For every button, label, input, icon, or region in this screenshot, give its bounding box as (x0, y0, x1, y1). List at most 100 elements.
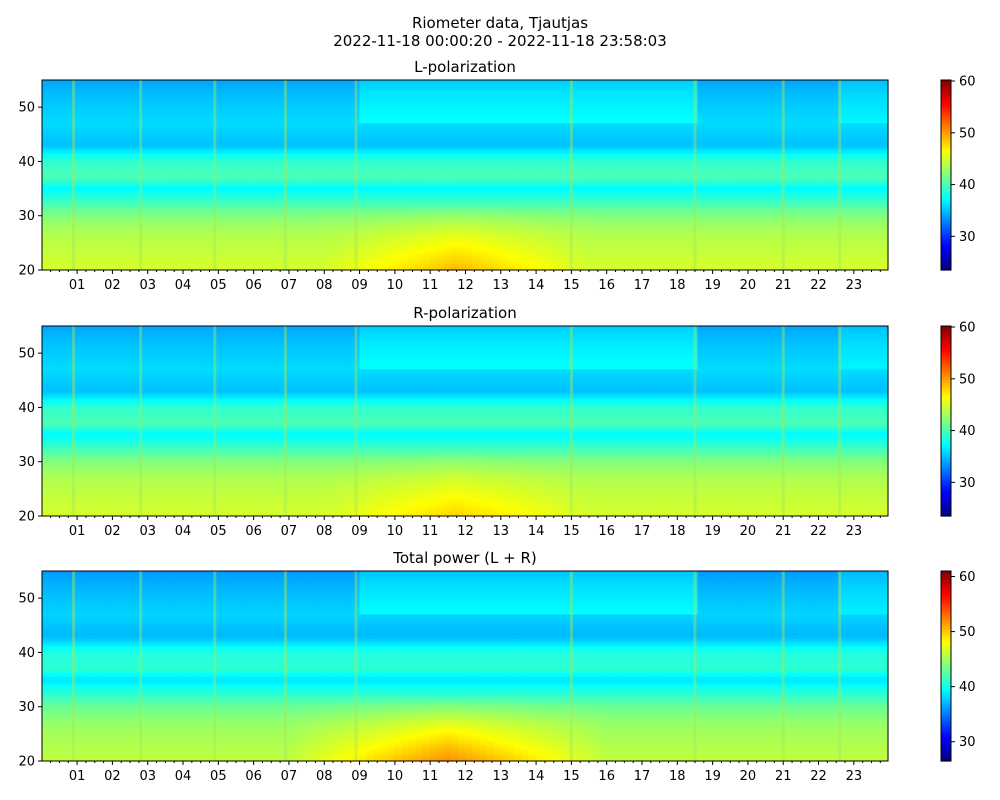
x-tick-label: 11 (422, 769, 439, 784)
x-tick-label: 10 (387, 769, 404, 784)
spike-line (693, 326, 697, 516)
panel-3: Total power (L + R) 01 02 03 04 05 06 07 08 09 10 1… (18, 549, 975, 784)
spike-line (838, 80, 842, 270)
spike-line (139, 326, 143, 516)
x-tick-label: 10 (387, 524, 404, 539)
x-tick-label: 20 (740, 524, 757, 539)
x-tick-label: 15 (563, 769, 580, 784)
x-tick-label: 19 (704, 769, 721, 784)
y-tick-label: 30 (18, 209, 35, 224)
spike-line (569, 571, 573, 761)
y-tick-label: 50 (18, 347, 35, 362)
x-tick-label: 23 (846, 524, 863, 539)
spike-line (354, 80, 358, 270)
x-tick-label: 13 (493, 769, 510, 784)
x-tick-label: 01 (69, 524, 86, 539)
x-tick-label: 08 (316, 769, 333, 784)
x-tick-label: 21 (775, 278, 792, 293)
y-tick-label: 20 (18, 755, 35, 770)
colorbar-tick-label: 30 (959, 230, 976, 245)
y-tick-label: 40 (18, 155, 35, 170)
y-tick-label: 50 (18, 101, 35, 116)
colorbar-tick-label: 40 (959, 424, 976, 439)
x-tick-label: 03 (139, 278, 156, 293)
y-tick-label: 20 (18, 264, 35, 279)
colorbar-tick-label: 40 (959, 178, 976, 193)
colorbar-tick-label: 50 (959, 126, 976, 141)
spike-line (72, 326, 76, 516)
figure-subtitle: 2022-11-18 00:00:20 - 2022-11-18 23:58:0… (333, 32, 667, 50)
spike-line (283, 80, 287, 270)
spike-line (693, 571, 697, 761)
x-tick-label: 08 (316, 524, 333, 539)
spike-line (781, 80, 785, 270)
x-tick-label: 18 (669, 278, 686, 293)
spike-line (213, 80, 217, 270)
colorbar-tick-label: 60 (959, 321, 976, 336)
x-tick-label: 06 (245, 278, 262, 293)
spike-line (569, 326, 573, 516)
x-tick-label: 09 (351, 769, 368, 784)
spike-line (72, 571, 76, 761)
x-tick-label: 08 (316, 278, 333, 293)
x-tick-label: 17 (634, 278, 651, 293)
y-tick-label: 40 (18, 646, 35, 661)
x-tick-label: 10 (387, 278, 404, 293)
x-tick-label: 13 (493, 278, 510, 293)
x-tick-label: 17 (634, 769, 651, 784)
x-tick-label: 14 (528, 769, 545, 784)
x-tick-label: 23 (846, 278, 863, 293)
x-tick-label: 15 (563, 278, 580, 293)
x-tick-label: 04 (175, 278, 192, 293)
x-tick-label: 20 (740, 278, 757, 293)
x-tick-label: 07 (281, 524, 298, 539)
spike-line (838, 571, 842, 761)
spike-line (283, 326, 287, 516)
spike-line (139, 571, 143, 761)
panel-2: R-polarization 01 02 03 04 05 06 07 08 09 10 11 12 13… (18, 304, 975, 539)
panel-1: L-polarization 01 02 03 04 05 06 07 08 09 10 11 12 13… (18, 58, 975, 293)
colorbar: 30 40 50 60 (940, 75, 976, 271)
x-tick-label: 06 (245, 524, 262, 539)
x-tick-label: 21 (775, 769, 792, 784)
spike-line (569, 80, 573, 270)
colorbar-frame (940, 325, 952, 517)
x-tick-label: 04 (175, 769, 192, 784)
x-tick-label: 19 (704, 278, 721, 293)
colorbar-tick-label: 30 (959, 476, 976, 491)
colorbar-frame (940, 570, 952, 762)
colorbar-tick-label: 60 (959, 75, 976, 90)
panel-title: Total power (L + R) (392, 549, 537, 567)
colorbar: 30 40 50 60 (940, 321, 976, 517)
x-tick-label: 06 (245, 769, 262, 784)
spike-line (693, 80, 697, 270)
x-tick-label: 19 (704, 524, 721, 539)
colorbar-tick-label: 60 (959, 570, 976, 585)
x-tick-label: 09 (351, 278, 368, 293)
x-tick-label: 12 (457, 524, 474, 539)
x-tick-label: 23 (846, 769, 863, 784)
colorbar-tick-label: 30 (959, 735, 976, 750)
heatmap (42, 80, 889, 271)
x-tick-label: 01 (69, 769, 86, 784)
panel-title: R-polarization (413, 304, 516, 322)
spike-line (354, 571, 358, 761)
x-tick-label: 11 (422, 278, 439, 293)
x-tick-label: 02 (104, 769, 121, 784)
x-tick-label: 05 (210, 278, 227, 293)
colorbar-tick-label: 50 (959, 625, 976, 640)
x-tick-label: 15 (563, 524, 580, 539)
y-tick-label: 30 (18, 700, 35, 715)
spike-line (213, 326, 217, 516)
x-tick-label: 04 (175, 524, 192, 539)
spike-line (139, 80, 143, 270)
y-tick-label: 50 (18, 592, 35, 607)
colorbar-tick-label: 50 (959, 372, 976, 387)
figure-title: Riometer data, Tjautjas (412, 14, 588, 32)
x-tick-label: 22 (810, 769, 827, 784)
y-tick-label: 20 (18, 510, 35, 525)
heatmap (42, 571, 889, 762)
x-tick-label: 03 (139, 524, 156, 539)
x-tick-label: 02 (104, 278, 121, 293)
